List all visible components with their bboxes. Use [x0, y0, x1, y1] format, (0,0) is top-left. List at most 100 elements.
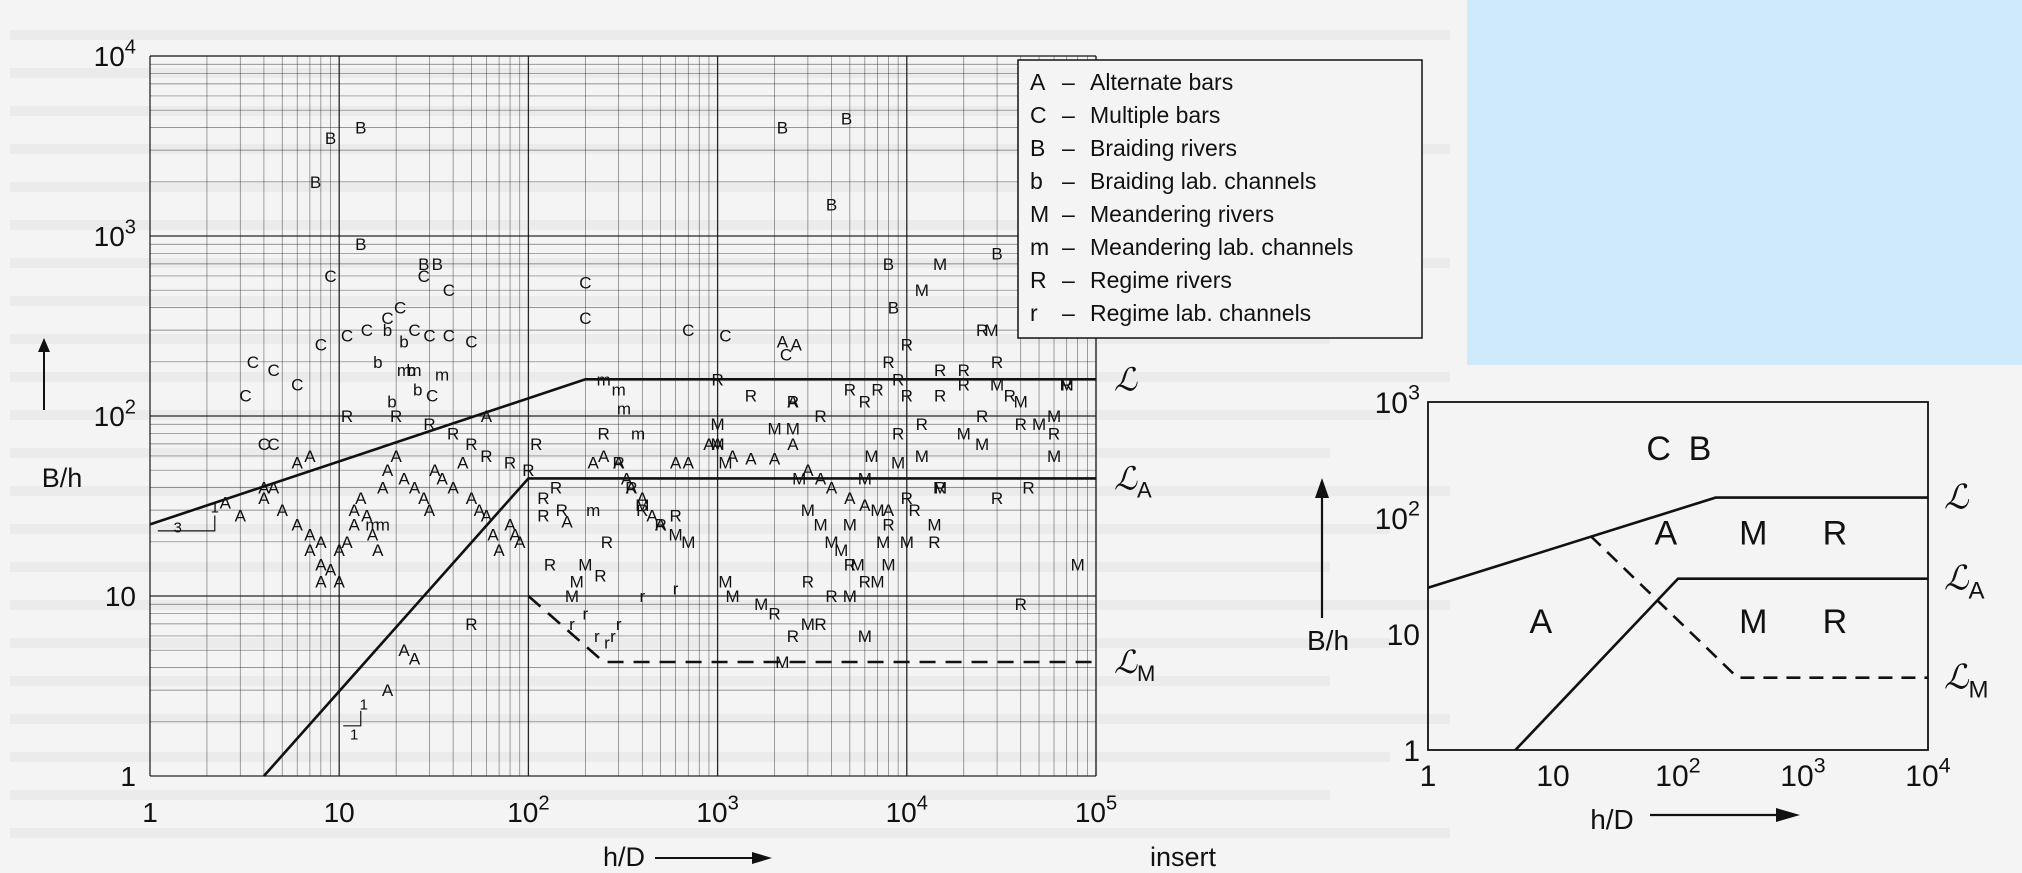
main-x-tick-label: 104	[886, 792, 928, 828]
main-line-label: ℒ	[1114, 361, 1138, 397]
data-point-R: R	[598, 424, 610, 443]
scan-text-line	[10, 448, 1330, 458]
data-point-R: R	[892, 370, 904, 389]
insert-x-arrow-head-icon	[1776, 808, 1800, 822]
data-point-M: M	[927, 515, 941, 534]
data-point-B: B	[310, 173, 321, 192]
insert-x-tick-label: 10	[1536, 760, 1569, 793]
scan-text-line	[10, 68, 1390, 78]
slope-annotation: 1	[350, 727, 358, 744]
main-line-label: ℒA	[1114, 460, 1152, 502]
data-point-A: A	[790, 335, 802, 354]
data-point-A: A	[292, 515, 304, 534]
data-point-b: b	[383, 321, 392, 340]
data-point-M: M	[870, 573, 884, 592]
data-point-R: R	[655, 515, 667, 534]
data-point-M: M	[1060, 375, 1074, 394]
legend-text: Braiding rivers	[1090, 135, 1237, 161]
data-point-C: C	[423, 327, 435, 346]
legend-code: r	[1030, 300, 1038, 326]
data-point-A: A	[474, 501, 486, 520]
insert-line-label: ℒM	[1944, 659, 1989, 704]
data-point-A: A	[703, 435, 715, 454]
data-point-M: M	[718, 454, 732, 473]
data-point-M: M	[711, 415, 725, 434]
data-point-M: M	[881, 555, 895, 574]
legend-code: M	[1030, 201, 1049, 227]
insert-line-label: ℒ	[1944, 479, 1970, 517]
scan-text-line	[10, 296, 1390, 306]
insert-chart: C B A M R A M R 1 10 102 103 104 1 10 102 103 ℒ ℒA ℒM B/h…	[1307, 380, 1989, 836]
data-point-M: M	[858, 469, 872, 488]
data-point-m: m	[376, 515, 390, 534]
legend-code: m	[1030, 234, 1049, 260]
insert-y-axis-label: B/h	[1307, 625, 1349, 656]
data-point-r: r	[604, 634, 610, 653]
data-point-R: R	[991, 489, 1003, 508]
data-point-A: A	[436, 469, 448, 488]
main-x-axis-label: h/D	[603, 842, 645, 872]
scan-text-line	[10, 828, 1450, 838]
data-point-M: M	[984, 321, 998, 340]
insert-region-label: M	[1739, 514, 1767, 552]
data-point-A: A	[514, 533, 526, 552]
data-point-M: M	[824, 533, 838, 552]
data-point-R: R	[556, 501, 568, 520]
data-point-R: R	[908, 501, 920, 520]
data-point-M: M	[754, 595, 768, 614]
data-point-M: M	[725, 587, 739, 606]
legend-box	[1017, 59, 1423, 339]
data-point-M: M	[1047, 447, 1061, 466]
data-point-B: B	[841, 109, 852, 128]
data-point-m: m	[407, 361, 421, 380]
data-point-R: R	[636, 501, 648, 520]
data-point-M: M	[900, 533, 914, 552]
insert-x-tick-label: 104	[1905, 753, 1950, 794]
data-point-M: M	[786, 420, 800, 439]
data-point-A: A	[683, 454, 695, 473]
legend-text: Regime lab. channels	[1090, 300, 1311, 326]
legend-code: B	[1030, 135, 1045, 161]
data-point-A: A	[334, 541, 346, 560]
data-point-R: R	[390, 407, 402, 426]
data-point-r: r	[610, 627, 616, 646]
data-point-A: A	[315, 573, 327, 592]
data-point-R: R	[916, 415, 928, 434]
data-point-R: R	[601, 533, 613, 552]
data-point-M: M	[565, 587, 579, 606]
data-point-A: A	[859, 496, 871, 515]
data-point-R: R	[802, 573, 814, 592]
data-point-C: C	[426, 386, 438, 405]
data-point-C: C	[682, 321, 694, 340]
insert-x-tick-label: 1	[1420, 760, 1437, 793]
data-point-m: m	[631, 424, 645, 443]
scan-text-line	[10, 30, 1450, 40]
data-point-C: C	[341, 327, 353, 346]
main-y-arrow-head-icon	[38, 338, 50, 352]
data-point-A: A	[235, 507, 247, 526]
data-point-A: A	[418, 489, 430, 508]
data-point-C: C	[443, 281, 455, 300]
legend-dash: –	[1062, 102, 1075, 128]
data-point-M: M	[843, 515, 857, 534]
data-point-C: C	[315, 335, 327, 354]
legend-dash: –	[1062, 135, 1075, 161]
data-point-R: R	[934, 386, 946, 405]
data-point-M: M	[570, 573, 584, 592]
data-point-R: R	[787, 393, 799, 412]
data-point-A: A	[626, 479, 638, 498]
data-point-C: C	[361, 321, 373, 340]
data-point-M: M	[957, 424, 971, 443]
data-point-b: b	[413, 381, 422, 400]
data-point-B: B	[888, 299, 899, 318]
data-point-C: C	[465, 332, 477, 351]
data-point-R: R	[447, 424, 459, 443]
legend-text: Meandering lab. channels	[1090, 234, 1353, 260]
data-point-A: A	[883, 501, 895, 520]
main-line-labels: ℒ ℒA ℒM	[1114, 361, 1155, 686]
data-point-B: B	[826, 195, 837, 214]
main-x-tick-label: 103	[696, 792, 738, 828]
data-point-R: R	[901, 489, 913, 508]
main-grid	[149, 55, 1097, 777]
